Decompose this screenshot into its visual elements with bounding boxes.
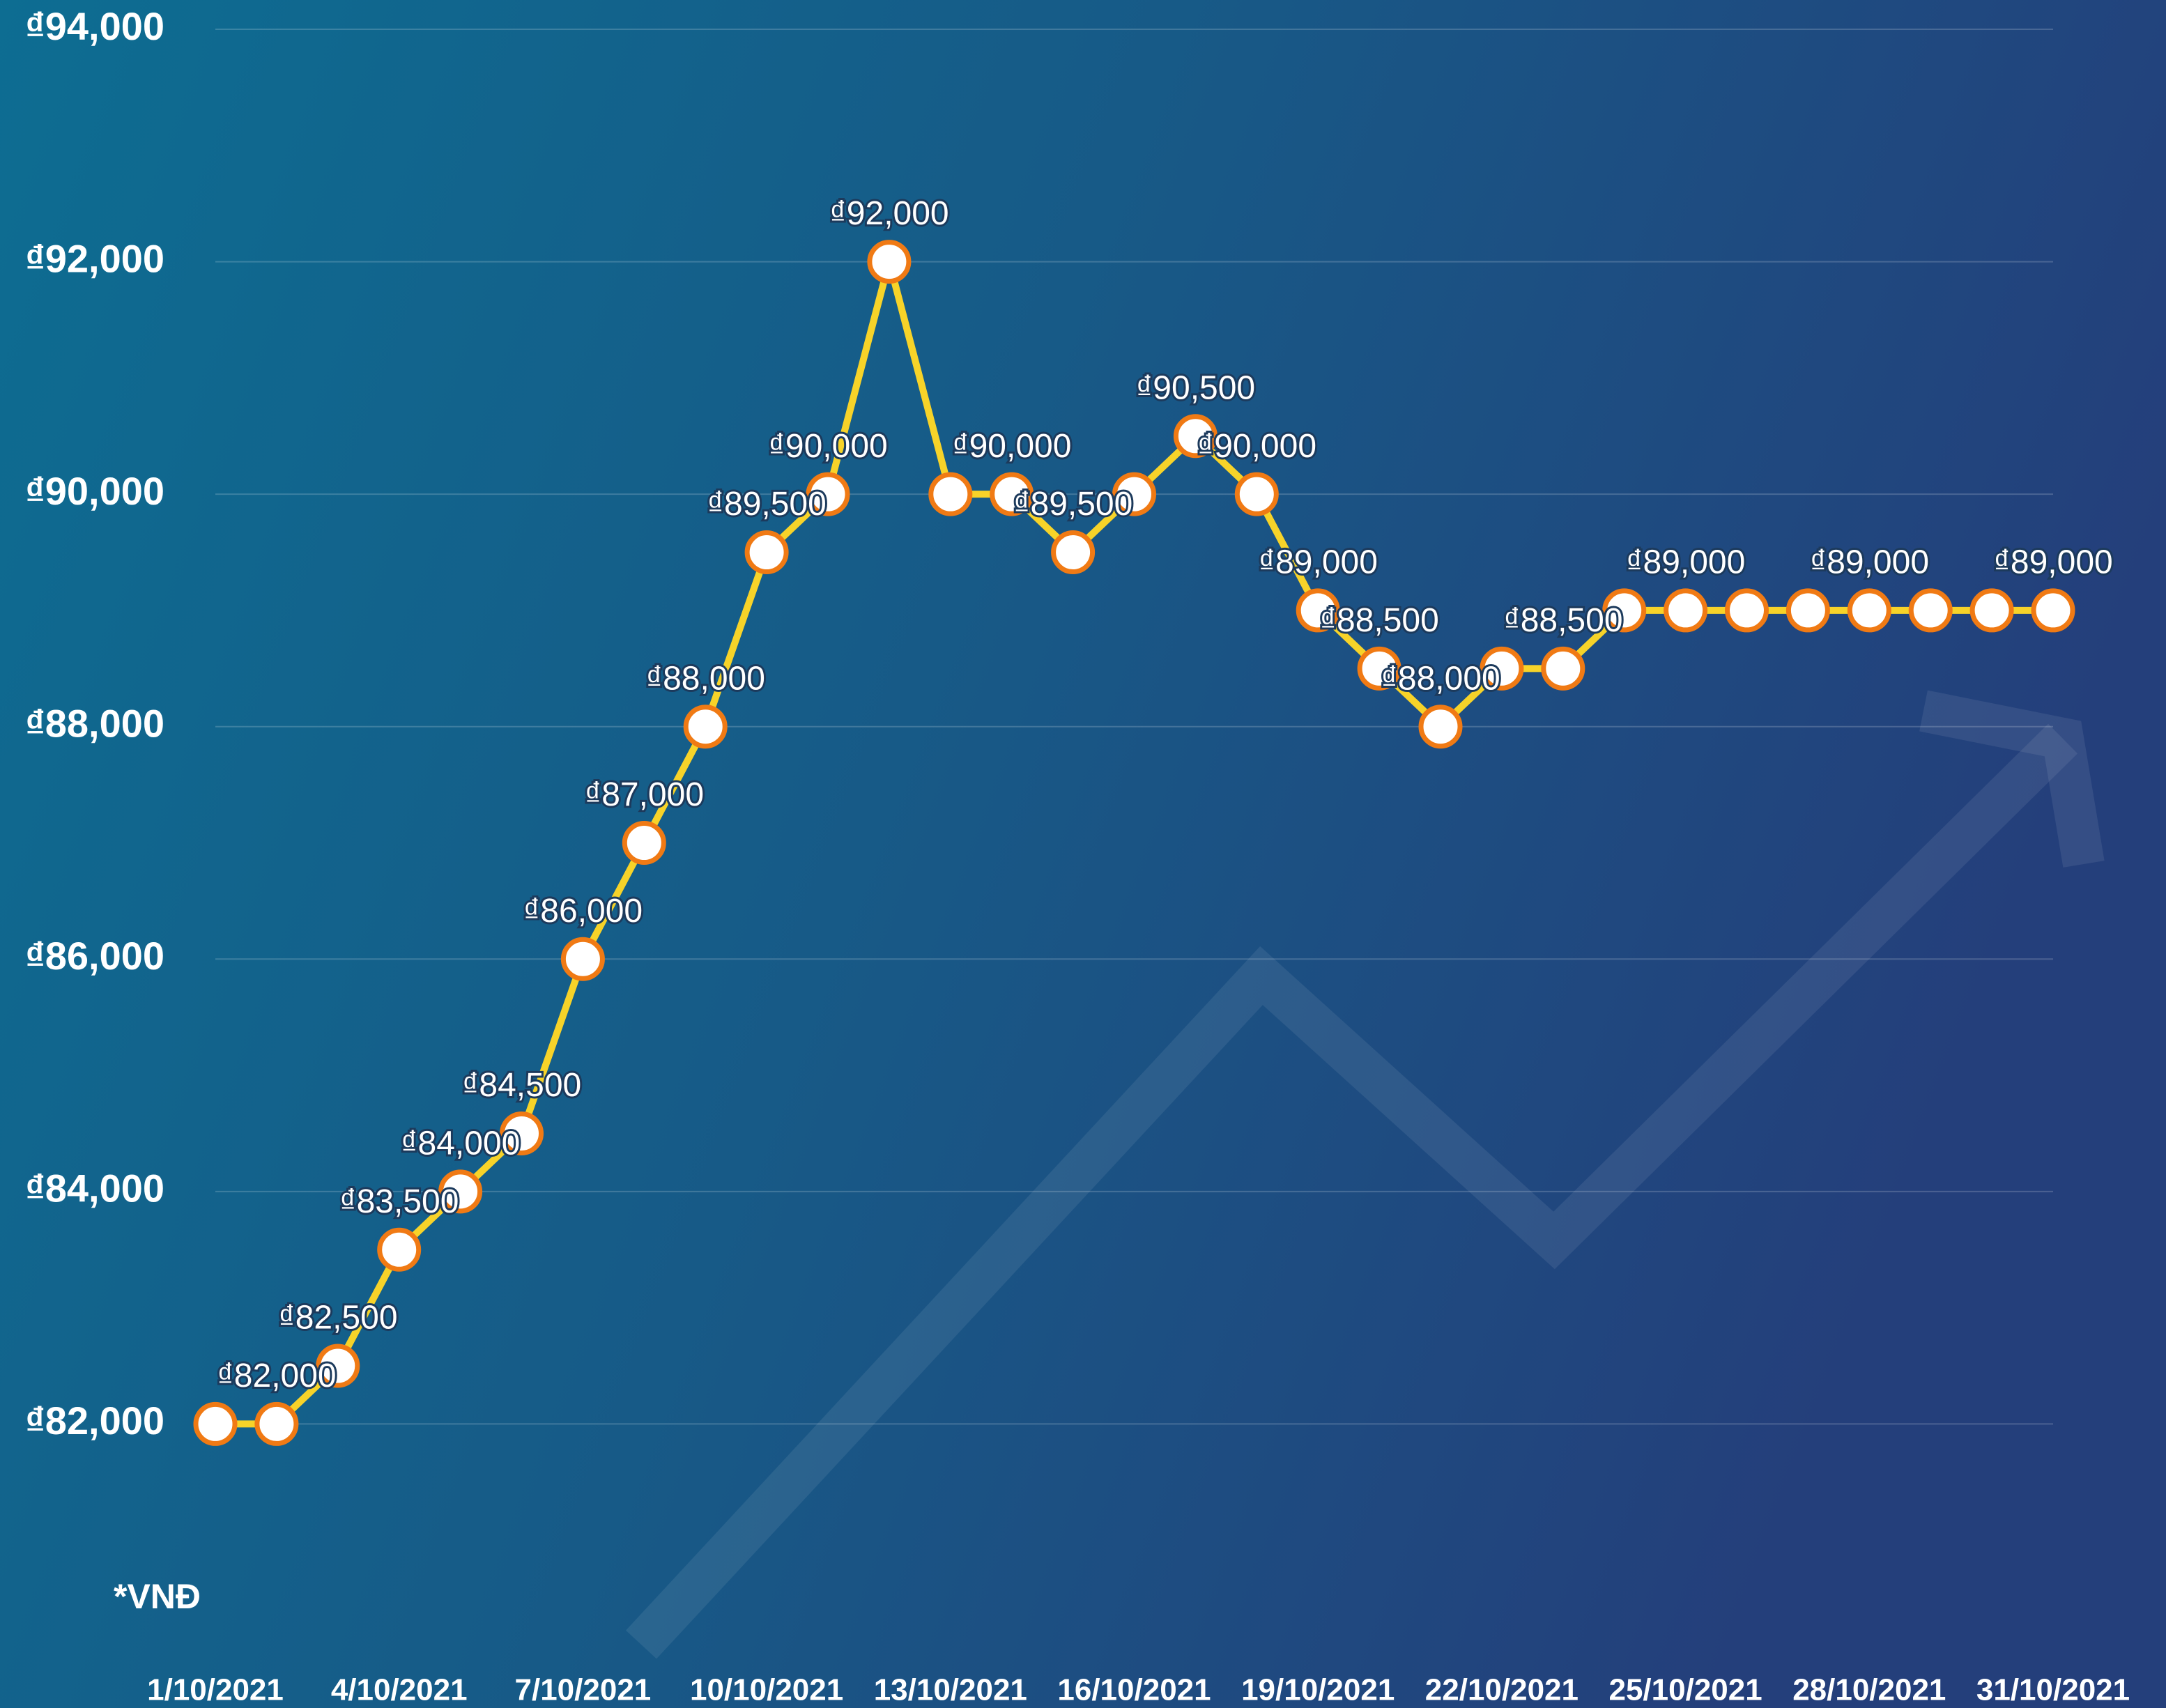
point (1847, 588, 1891, 633)
point (1418, 705, 1463, 749)
plot-area: ₫82,000 ₫84,000 ₫86,000 ₫88,000 ₫90,000 ₫92,0… (25, 4, 2130, 1707)
point (1051, 530, 1096, 575)
point (683, 705, 728, 749)
data-label: ₫90,500 (1136, 369, 1255, 406)
watermark-arrow (625, 690, 2105, 1659)
point (438, 1169, 483, 1214)
point (1480, 646, 1524, 691)
x-tick-label: 22/10/2021 (1425, 1673, 1579, 1707)
point (2031, 588, 2075, 633)
x-tick-label: 16/10/2021 (1057, 1673, 1211, 1707)
data-label: ₫88,000 (1381, 660, 1500, 697)
x-tick-label: 4/10/2021 (331, 1673, 468, 1707)
point (1173, 414, 1218, 459)
point (316, 1344, 360, 1388)
y-tick-label: ₫90,000 (25, 469, 164, 513)
point (1112, 472, 1156, 516)
data-label: ₫89,000 (1258, 544, 1377, 581)
y-tick-label: ₫94,000 (25, 4, 164, 48)
data-label: ₫89,000 (1993, 544, 2112, 581)
point (1664, 588, 1708, 633)
data-label: ₫89,000 (1626, 544, 1745, 581)
x-tick-label: 19/10/2021 (1241, 1673, 1395, 1707)
point (1725, 588, 1769, 633)
data-label: ₫88,500 (1503, 602, 1622, 639)
point (1357, 646, 1401, 691)
y-tick-label: ₫82,000 (25, 1399, 164, 1442)
data-label: ₫89,500 (1013, 486, 1132, 523)
point (254, 1401, 299, 1446)
point (744, 530, 789, 575)
x-tick-label: 1/10/2021 (147, 1673, 284, 1707)
point (806, 472, 850, 516)
point (1234, 472, 1279, 516)
x-tick-label: 25/10/2021 (1608, 1673, 1762, 1707)
data-label: ₫92,000 (829, 195, 948, 232)
point (928, 472, 973, 516)
data-label: ₫86,000 (523, 893, 643, 930)
point (622, 821, 666, 865)
y-tick-label: ₫86,000 (25, 934, 164, 978)
data-label: ₫90,000 (1197, 428, 1316, 465)
y-tick-label: ₫84,000 (25, 1167, 164, 1210)
point (1602, 588, 1647, 633)
unit-note: *VNĐ (114, 1577, 201, 1616)
point (1296, 588, 1340, 633)
point (1908, 588, 1953, 633)
point (560, 937, 605, 981)
y-tick-label: ₫92,000 (25, 236, 164, 280)
point (1785, 588, 1830, 633)
x-tick-label: 28/10/2021 (1792, 1673, 1946, 1707)
data-label: ₫83,500 (339, 1183, 459, 1220)
point (500, 1111, 544, 1155)
data-label: ₫88,000 (645, 660, 765, 697)
y-tick-label: ₫88,000 (25, 702, 164, 746)
data-label: ₫89,000 (1810, 544, 1929, 581)
data-label: ₫89,500 (707, 486, 826, 523)
point (193, 1401, 238, 1446)
point (1969, 588, 2014, 633)
point (990, 472, 1034, 516)
point (867, 240, 912, 284)
data-label: ₫82,000 (217, 1357, 336, 1394)
x-tick-label: 31/10/2021 (1976, 1673, 2130, 1707)
data-label: ₫82,500 (278, 1300, 397, 1337)
point (1541, 646, 1585, 691)
x-tick-label: 13/10/2021 (874, 1673, 1027, 1707)
data-label: ₫88,500 (1319, 602, 1438, 639)
data-label: ₫90,000 (768, 428, 887, 465)
point (377, 1227, 422, 1272)
data-label: ₫84,500 (462, 1067, 581, 1104)
data-label: ₫84,000 (401, 1125, 520, 1162)
x-tick-label: 7/10/2021 (515, 1673, 652, 1707)
data-label: ₫90,000 (952, 428, 1071, 465)
data-label: ₫87,000 (585, 776, 704, 813)
x-tick-label: 10/10/2021 (690, 1673, 843, 1707)
